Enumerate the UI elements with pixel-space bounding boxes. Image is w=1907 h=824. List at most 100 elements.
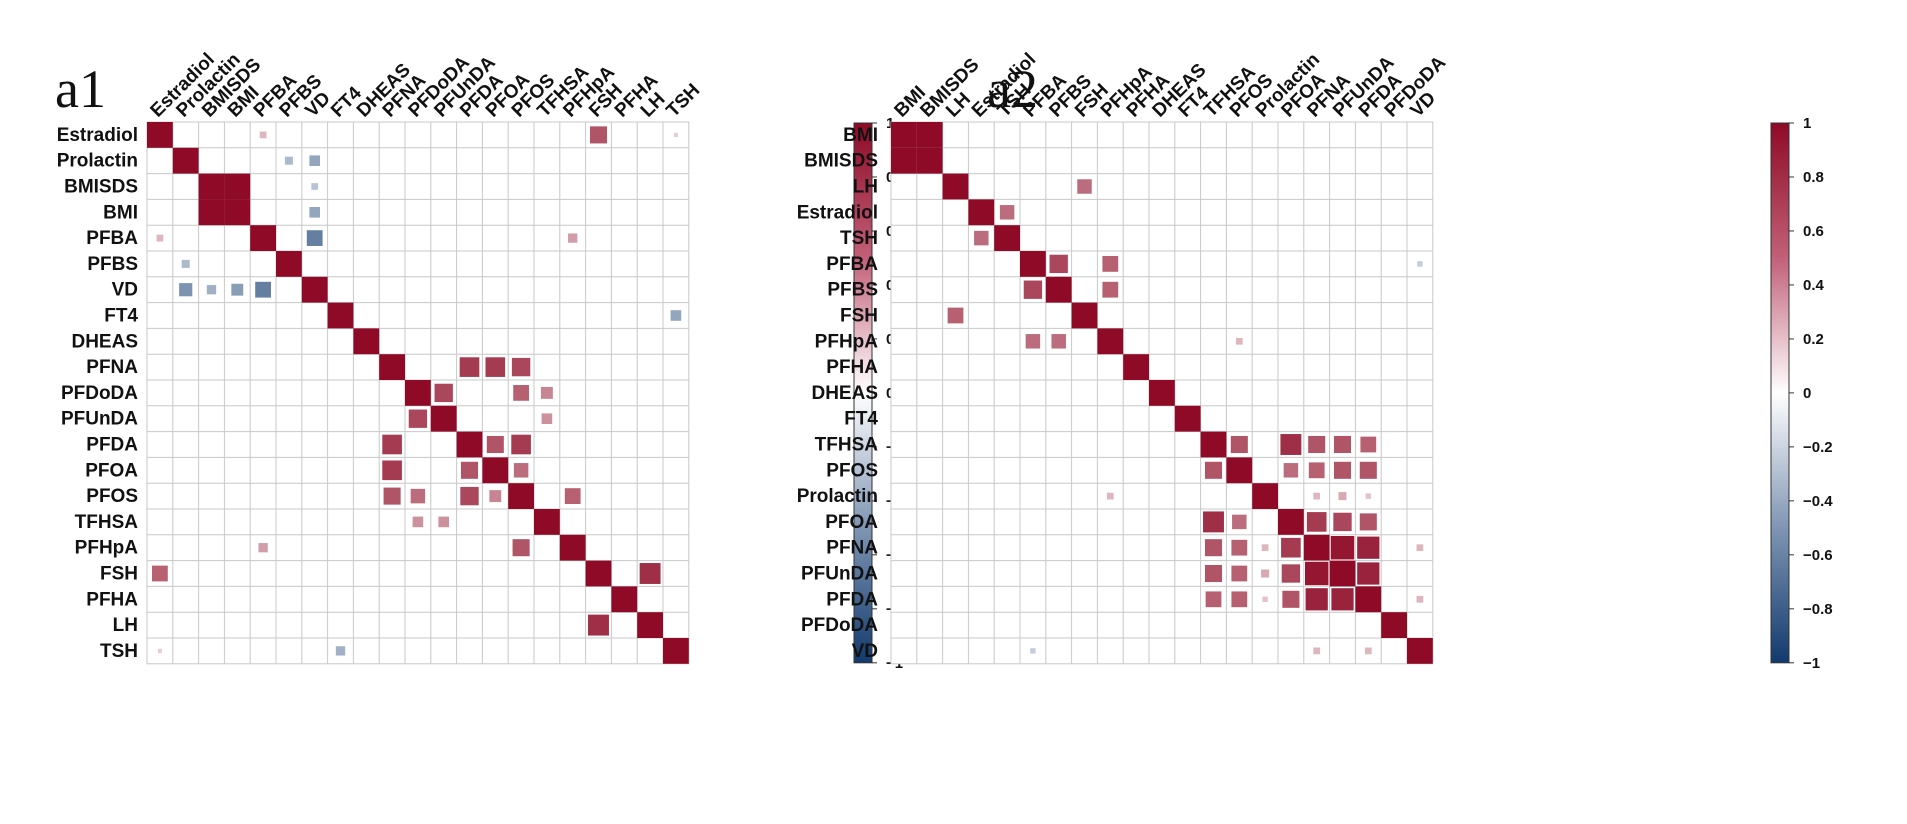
colorbar-a2: 1 0.8 0.6 0.4 0.2 0 −0.2 −0.4 −0.6 −0.8 −1 (1770, 115, 1833, 672)
heatmap-cell (1312, 491, 1322, 501)
heatmap-cell (430, 405, 457, 432)
heatmap-cell (1329, 560, 1356, 587)
heatmap-cell (437, 515, 451, 529)
heatmap-cell (946, 306, 965, 325)
colorbar-tick-label: 1 (886, 115, 894, 132)
colorbar-gradient (1770, 122, 1790, 664)
colorbar-tick-label: 0.4 (1803, 277, 1825, 294)
heatmap-cell (305, 229, 324, 247)
row-label: FT4 (844, 409, 878, 430)
heatmap-cell (1415, 594, 1425, 604)
heatmap-cell (1076, 178, 1093, 195)
row-label: LH (113, 615, 138, 636)
heatmap-cell (1363, 646, 1373, 656)
heatmap-cell (973, 229, 990, 247)
heatmap-cell (1332, 460, 1353, 480)
row-label: FSH (840, 306, 878, 327)
heatmap-cell (156, 647, 163, 654)
panel-label-a2: a2 (987, 59, 1038, 119)
column-labels-a1: EstradiolProlactinBMISDSBMIPFBAPFBSVDFT4… (147, 49, 705, 121)
heatmap-cell (1101, 280, 1120, 299)
heatmap-cell (1356, 561, 1381, 586)
heatmap-cell (1203, 563, 1224, 584)
heatmap-cell (381, 433, 403, 456)
heatmap-cell (407, 408, 429, 429)
heatmap-cell (147, 122, 173, 148)
heatmap-cell (1332, 511, 1353, 533)
heatmap-cell (916, 147, 943, 174)
heatmap-cell (151, 564, 169, 583)
colorbar-tick-label: 0.6 (1803, 223, 1824, 240)
colorbar-tick-label: −0.6 (1803, 547, 1833, 564)
heatmap-cell (178, 282, 194, 298)
heatmap-cell (1381, 612, 1407, 638)
row-label: PFDoDA (801, 615, 878, 636)
row-label: PFHA (826, 357, 878, 378)
row-label: Estradiol (57, 125, 138, 146)
heatmap-cells-a1 (147, 122, 689, 664)
heatmap-cell (411, 515, 425, 529)
heatmap-cell (1303, 560, 1330, 587)
heatmap-cell (638, 562, 662, 585)
heatmap-cell (1048, 253, 1069, 275)
colorbar-tick-label: −0.4 (1803, 493, 1833, 510)
heatmap-cell (1231, 513, 1248, 531)
heatmap-cell (1407, 638, 1433, 664)
heatmap-cell (1101, 255, 1120, 273)
heatmap-cell (250, 225, 276, 251)
heatmap-cell (379, 354, 405, 380)
heatmap-cell (381, 459, 403, 482)
heatmap-cell (1202, 510, 1225, 534)
heatmap-cell (224, 199, 251, 226)
heatmap-cell (1282, 462, 1300, 479)
heatmap-cell (198, 199, 225, 226)
heatmap-cell (1226, 457, 1253, 484)
heatmap-cell (1279, 433, 1303, 456)
heatmap-cell (1203, 538, 1224, 558)
row-label: PFOS (826, 460, 878, 481)
row-label: Prolactin (797, 486, 878, 507)
heatmap-cell (276, 251, 302, 277)
row-label: TFHSA (815, 435, 879, 456)
heatmap-cell (534, 509, 560, 535)
heatmap-cell (1281, 589, 1301, 609)
heatmap-cell (968, 199, 995, 226)
heatmap-cell (1260, 543, 1270, 553)
heatmap-cell (563, 487, 582, 505)
heatmap-cell (891, 147, 917, 174)
heatmap-cell (205, 284, 218, 296)
heatmap-cell (258, 130, 268, 140)
heatmap-cell (155, 233, 165, 243)
heatmap-cell (1329, 534, 1356, 561)
column-labels-a2: BMIBMISDSLHEstradiolTSHPFBAPFBSFSHPFHpAP… (891, 49, 1451, 121)
row-label: PFDoDA (61, 383, 138, 404)
heatmap-cell (637, 612, 663, 638)
heatmap-cell (1332, 434, 1353, 455)
heatmap-cell (198, 173, 225, 200)
heatmap-cell (1123, 354, 1149, 380)
heatmap-cell (283, 155, 294, 166)
heatmap-cell (488, 489, 503, 504)
row-label: PFUnDA (801, 564, 878, 585)
heatmap-cell (559, 534, 586, 561)
row-label: BMISDS (64, 177, 138, 198)
heatmap-cell (308, 206, 322, 219)
heatmap-cell (512, 462, 530, 479)
colorbar-tick-label: 0.8 (1803, 169, 1824, 186)
row-label: PFOA (825, 512, 878, 533)
heatmap-cell (510, 433, 532, 456)
row-label: TSH (100, 641, 138, 662)
heatmap-cell (1230, 538, 1249, 557)
heatmap-cell (1356, 535, 1381, 560)
heatmap-cell (224, 173, 251, 200)
heatmap-cell (588, 125, 609, 145)
row-labels-a1: Estradiol Prolactin BMISDS BMI PFBA PFBS VD FT4… (57, 125, 139, 662)
row-label: PFUnDA (61, 409, 138, 430)
row-label: PFBS (827, 280, 878, 301)
row-label: PFBS (87, 254, 138, 275)
row-label: BMISDS (804, 151, 878, 172)
heatmap-cell (1029, 647, 1037, 655)
row-label: LH (853, 177, 878, 198)
heatmap-cell (669, 309, 683, 322)
heatmap-cell (172, 147, 199, 174)
